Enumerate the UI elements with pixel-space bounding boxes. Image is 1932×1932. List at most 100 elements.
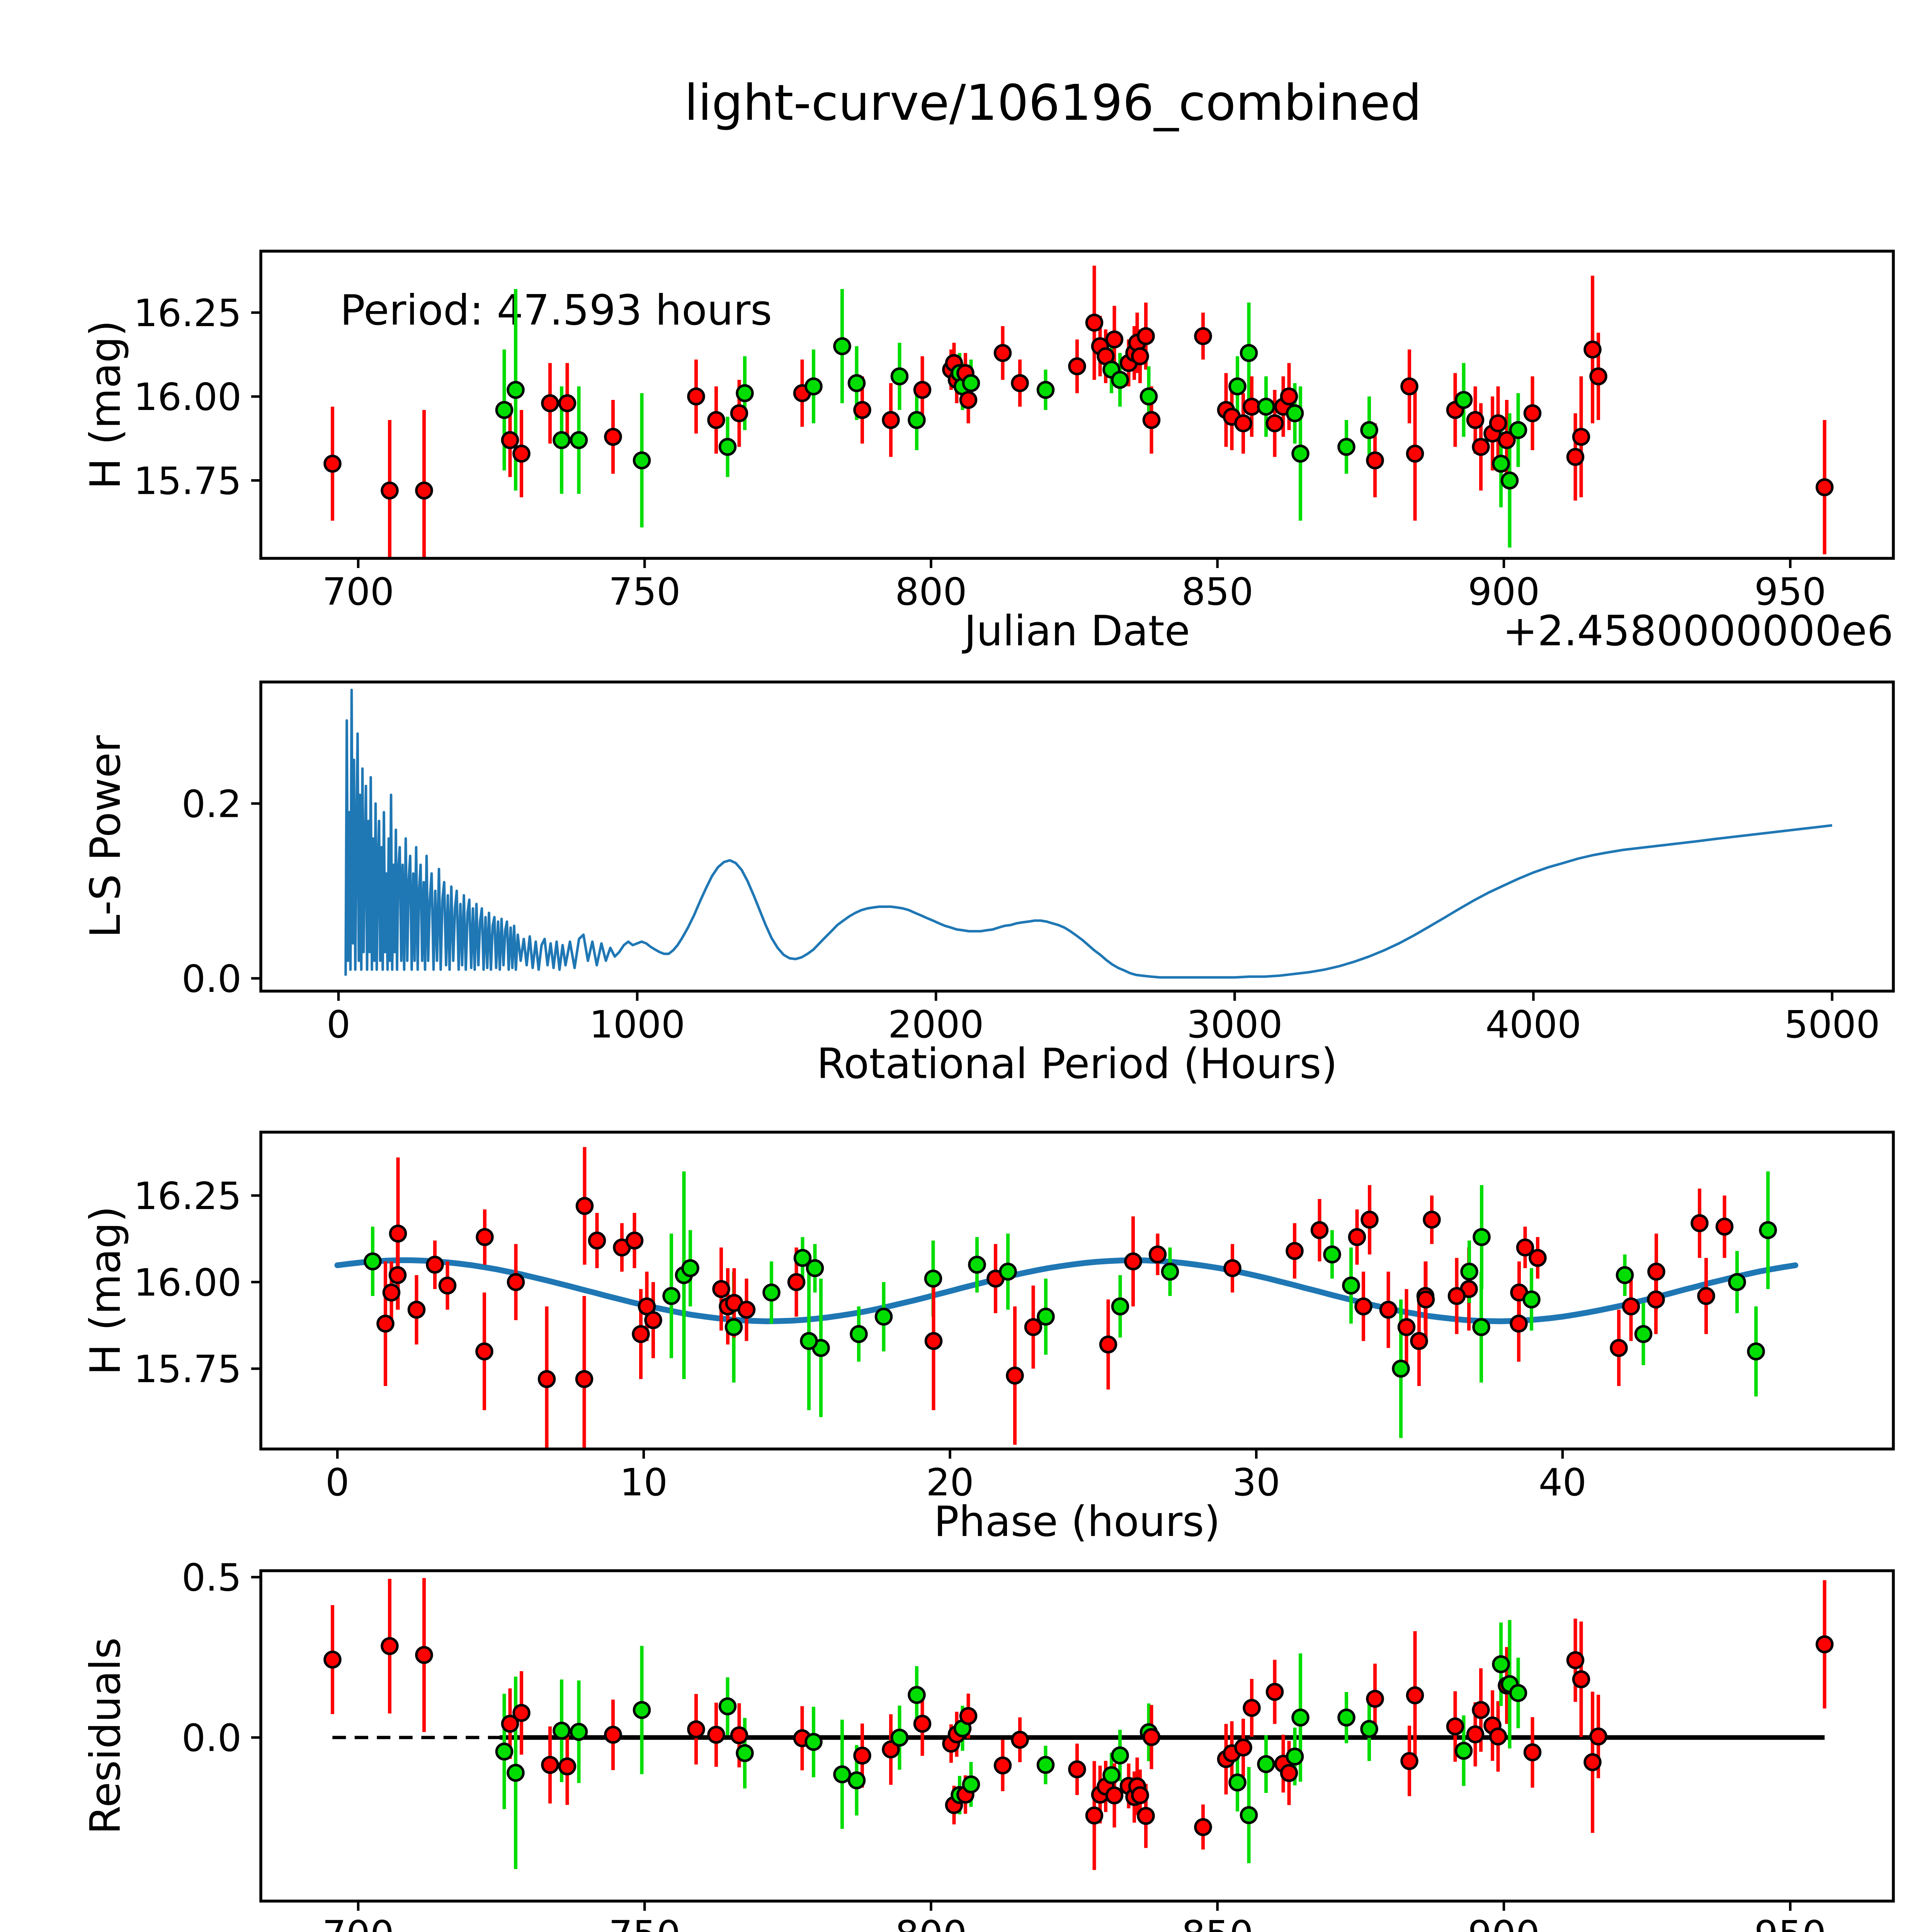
data-point: [323, 454, 342, 473]
data-point: [1342, 1276, 1360, 1295]
data-point: [632, 1325, 650, 1343]
data-point: [1616, 1266, 1634, 1284]
data-point: [1446, 1717, 1464, 1736]
axes-spine: [259, 680, 1895, 993]
data-point: [1280, 1764, 1298, 1782]
x-tick-label: 800: [895, 570, 967, 614]
data-point: [388, 1266, 407, 1284]
data-point: [438, 1276, 457, 1295]
data-point: [501, 431, 519, 449]
data-point: [475, 1342, 493, 1361]
data-point: [1360, 1720, 1378, 1738]
data-point: [1610, 1339, 1628, 1357]
data-point: [1105, 1786, 1124, 1804]
data-point: [558, 394, 577, 412]
x-tick-label: 2000: [888, 1002, 984, 1046]
data-point: [1111, 1746, 1129, 1765]
data-point: [512, 1704, 531, 1722]
data-point: [853, 401, 871, 419]
panel-periodogram: 0 1000 2000 3000 4000 5000 0.0 0.2 Rotational Pe…: [82, 680, 1895, 1088]
x-tick-label: 20: [926, 1460, 974, 1504]
data-point: [800, 1332, 818, 1350]
data-point: [633, 1701, 651, 1719]
data-point: [962, 1775, 980, 1794]
data-point: [415, 1646, 433, 1664]
data-point: [1392, 1359, 1410, 1378]
data-point: [1647, 1262, 1665, 1281]
data-point: [1006, 1366, 1024, 1385]
data-point: [1589, 367, 1607, 386]
data-point: [1137, 1807, 1155, 1825]
data-point: [1622, 1297, 1640, 1316]
data-point: [1085, 1806, 1104, 1825]
x-tick-label: 950: [1754, 570, 1826, 614]
data-point: [1410, 1332, 1428, 1350]
data-point: [1647, 1290, 1665, 1309]
data-point: [882, 1740, 900, 1759]
data-point: [407, 1301, 426, 1319]
data-point: [959, 1707, 978, 1725]
data-point: [495, 401, 514, 419]
data-point: [662, 1287, 680, 1305]
y-tick-label: 15.75: [134, 1347, 242, 1391]
data-point: [1102, 1766, 1121, 1784]
data-point: [541, 1756, 559, 1774]
y-axis-label: L-S Power: [82, 735, 130, 938]
data-point: [1529, 1249, 1547, 1267]
residuals-data-layer: [323, 1578, 1834, 1870]
data-point: [575, 1370, 594, 1388]
data-point: [737, 1301, 756, 1319]
model-curve: [334, 1257, 1798, 1325]
data-point: [575, 1197, 594, 1215]
x-tick-label: 3000: [1187, 1002, 1282, 1046]
data-point: [1291, 444, 1310, 463]
data-point: [804, 1733, 823, 1751]
data-point: [1566, 1651, 1585, 1669]
data-point: [426, 1255, 444, 1274]
data-point: [1223, 1259, 1242, 1277]
x-tick-label: 700: [322, 1912, 394, 1932]
data-point: [1257, 1755, 1275, 1773]
data-point: [1286, 404, 1304, 422]
data-point: [1690, 1214, 1709, 1232]
data-point: [1036, 1756, 1055, 1774]
data-point: [1348, 1228, 1366, 1246]
data-point: [1111, 371, 1129, 389]
data-point: [847, 374, 866, 392]
data-point: [1492, 1655, 1510, 1673]
y-tick-label: 16.00: [134, 375, 242, 419]
x-tick-label: 750: [609, 1912, 680, 1932]
data-point: [924, 1332, 943, 1350]
data-point: [570, 1723, 588, 1741]
axes-spine: [259, 1569, 1895, 1903]
data-point: [1148, 1245, 1167, 1264]
y-axis-label: H (mag): [82, 1206, 130, 1375]
y-tick-label: 0.0: [182, 1716, 242, 1760]
data-point: [687, 387, 705, 406]
data-point: [1447, 1287, 1466, 1305]
data-point: [507, 1273, 525, 1291]
data-point: [1124, 1252, 1142, 1270]
data-point: [1489, 414, 1507, 432]
data-point: [1228, 1773, 1247, 1792]
data-point: [1523, 404, 1542, 422]
data-point: [730, 1726, 748, 1745]
data-point: [959, 391, 978, 409]
data-point: [553, 431, 571, 449]
data-point: [1423, 1211, 1441, 1229]
y-tick-label: 0.0: [182, 957, 242, 1001]
data-point: [1011, 374, 1029, 392]
data-point: [681, 1259, 699, 1277]
data-point: [501, 1714, 519, 1733]
data-point: [507, 381, 525, 399]
data-point: [381, 481, 399, 500]
data-point: [376, 1315, 395, 1333]
data-point: [1111, 1297, 1129, 1316]
x-tick-label: 700: [322, 570, 394, 614]
data-point: [968, 1255, 986, 1274]
data-point: [633, 451, 651, 469]
y-tick-label: 16.25: [134, 1174, 242, 1218]
data-point: [1194, 327, 1212, 345]
data-point: [833, 1765, 851, 1784]
